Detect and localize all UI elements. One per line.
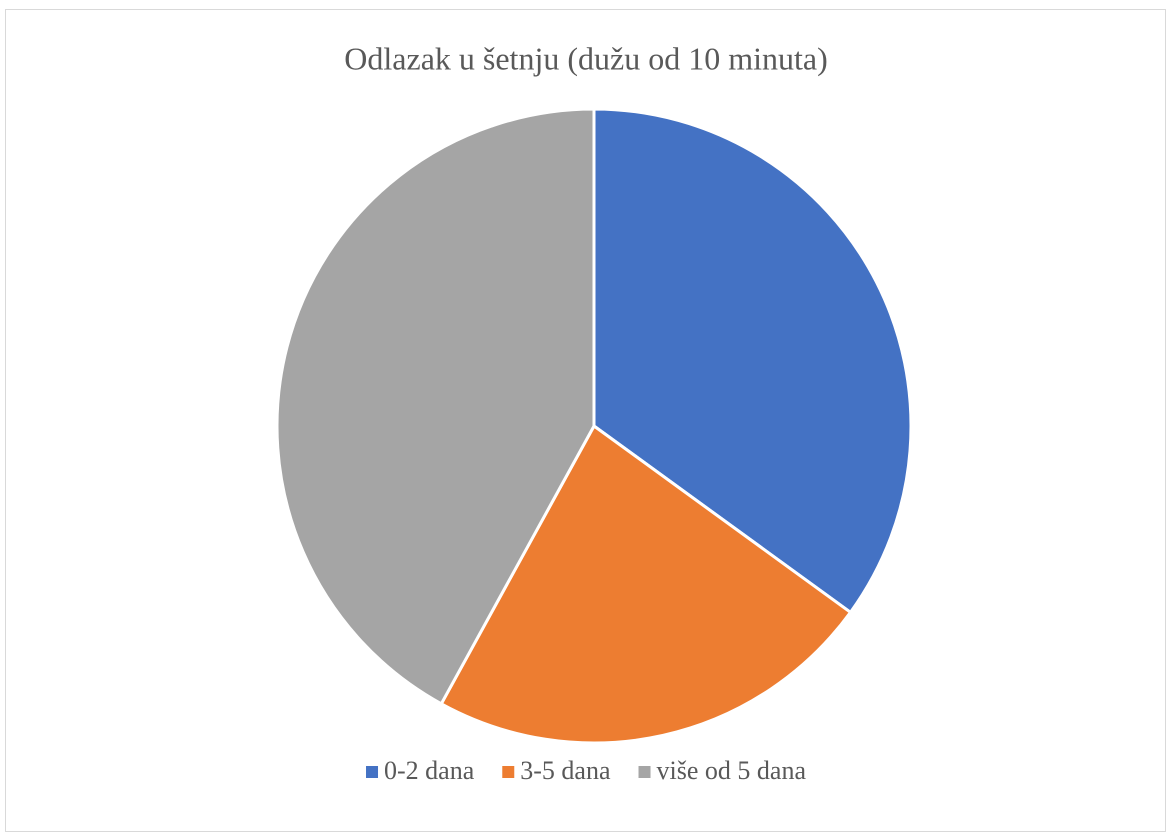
legend-swatch [366,766,379,778]
legend-label: 0-2 dana [384,756,475,785]
legend-label: 3-5 dana [520,756,611,785]
chart-title: Odlazak u šetnju (dužu od 10 minuta) [344,40,827,76]
legend-swatch [502,766,515,778]
legend-swatch [638,766,651,778]
legend-label: više od 5 dana [657,756,807,785]
pie-slice [592,107,913,615]
pie-slice [275,107,596,706]
pie-slice [439,423,853,745]
